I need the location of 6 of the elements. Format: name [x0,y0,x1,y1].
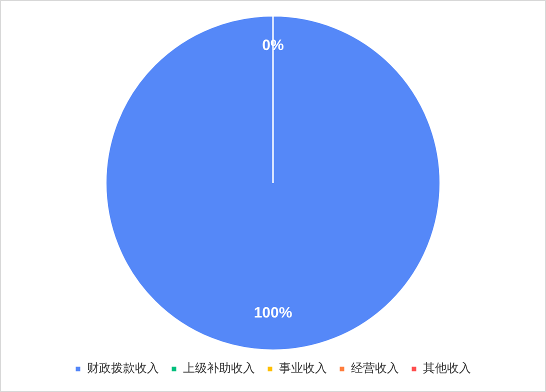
legend-label: 上级补助收入 [183,361,255,376]
legend-label: 经营收入 [351,361,399,376]
legend-label: 事业收入 [279,361,327,376]
legend-label: 财政拨款收入 [87,361,159,376]
legend-label: 其他收入 [423,361,471,376]
data-label: 100% [254,304,292,322]
